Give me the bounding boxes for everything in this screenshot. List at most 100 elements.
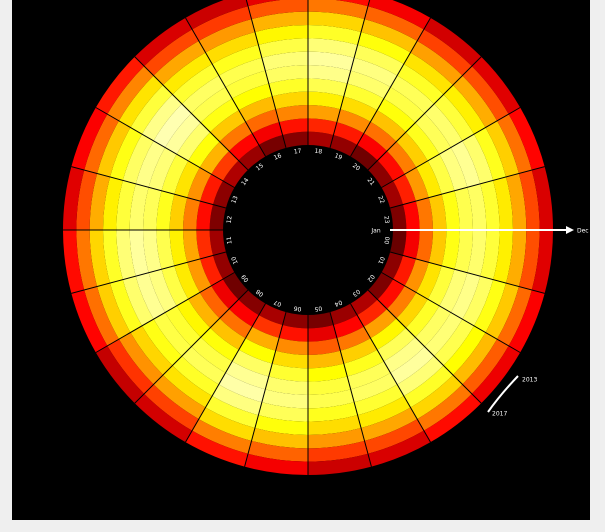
hour-label: 16 [273, 152, 283, 161]
hour-label: 21 [366, 177, 376, 187]
heat-cell [254, 25, 308, 45]
heat-cell [415, 305, 451, 347]
heat-cell [452, 332, 498, 385]
heat-cell [148, 147, 177, 191]
heat-cell [282, 312, 308, 329]
heat-cell [122, 134, 154, 184]
heat-cell [396, 292, 428, 328]
heat-cell [308, 415, 362, 435]
heat-cell [161, 154, 189, 195]
heat-cell [423, 393, 482, 443]
sector-line [245, 0, 287, 149]
sector-line [71, 251, 227, 294]
heat-cell [156, 190, 175, 230]
heat-cell [343, 349, 384, 377]
heat-cell [308, 440, 368, 462]
inner-hole [236, 158, 380, 302]
heat-cell [377, 98, 416, 133]
heat-cell [308, 118, 337, 136]
sector-line [185, 303, 266, 443]
year-arc [487, 375, 519, 413]
heat-cell [424, 312, 463, 357]
heat-cell [188, 292, 220, 328]
heat-cell [410, 40, 463, 86]
heat-cell [404, 167, 429, 202]
heat-cell [403, 365, 453, 408]
heat-cell [354, 384, 404, 416]
heat-cell [308, 11, 365, 32]
heat-cell [415, 230, 433, 263]
heat-cell [103, 176, 123, 230]
heat-cell [368, 272, 394, 300]
heat-cell [130, 85, 173, 135]
heat-cell [333, 122, 364, 145]
heat-cell [497, 286, 532, 346]
heat-cell [518, 230, 540, 290]
hour-label: 15 [255, 162, 265, 172]
heat-cell [364, 6, 424, 41]
heat-cell [467, 183, 487, 230]
heat-cell [462, 276, 494, 326]
heat-cell [367, 430, 431, 467]
heat-cell [238, 290, 266, 316]
heat-cell [268, 363, 308, 382]
heat-cell [506, 173, 527, 230]
heat-cell [109, 279, 143, 333]
heat-cell [370, 318, 406, 350]
sector-line [185, 17, 266, 157]
heat-cell [209, 230, 226, 256]
heat-cell [381, 251, 403, 280]
heat-cell [76, 170, 98, 230]
heat-cell [450, 272, 481, 320]
heat-cell [248, 440, 308, 462]
heat-cell [95, 345, 145, 404]
heat-cell [368, 160, 394, 188]
heat-cell [163, 52, 213, 95]
heat-cell [404, 258, 429, 293]
heat-cell [248, 0, 308, 20]
year-start: 2013 [522, 377, 537, 384]
heat-cell [153, 40, 206, 86]
heat-cell [187, 167, 212, 202]
heat-cell [462, 339, 509, 394]
heat-cell [122, 276, 154, 326]
sector-line [381, 107, 521, 188]
heat-cell [196, 201, 214, 230]
heat-cell [441, 190, 460, 230]
hour-label: 07 [273, 298, 283, 307]
heat-cell [84, 114, 119, 174]
heat-cell [165, 113, 201, 155]
heat-cell [467, 230, 487, 277]
heat-cell [143, 187, 162, 230]
heat-cell [89, 230, 110, 287]
heat-cell [225, 70, 269, 99]
heat-cell [258, 303, 287, 325]
heat-cell [252, 122, 283, 145]
heat-cell [508, 289, 545, 353]
heat-cell [473, 279, 507, 333]
heat-cell [423, 17, 482, 67]
heat-cell [211, 279, 239, 309]
heat-cell [169, 194, 188, 230]
heat-cell [343, 83, 384, 111]
heat-cell [308, 312, 334, 329]
heat-cell [261, 389, 308, 409]
sector-line [350, 17, 431, 157]
heat-cell [199, 285, 230, 319]
hour-label: 08 [255, 287, 265, 297]
heat-cell [357, 133, 387, 161]
heat-cell [205, 395, 259, 429]
heat-cell [244, 453, 308, 475]
heat-cell [493, 230, 513, 284]
heat-cell [222, 160, 248, 188]
heat-cell [381, 180, 403, 209]
heat-cell [265, 65, 308, 84]
heat-cell [347, 361, 391, 390]
hour-label: 17 [293, 148, 302, 156]
heat-cell [192, 419, 252, 454]
heat-cell [144, 384, 199, 431]
heat-cell [213, 251, 235, 280]
heat-cell [329, 135, 358, 157]
heat-cell [176, 299, 211, 338]
